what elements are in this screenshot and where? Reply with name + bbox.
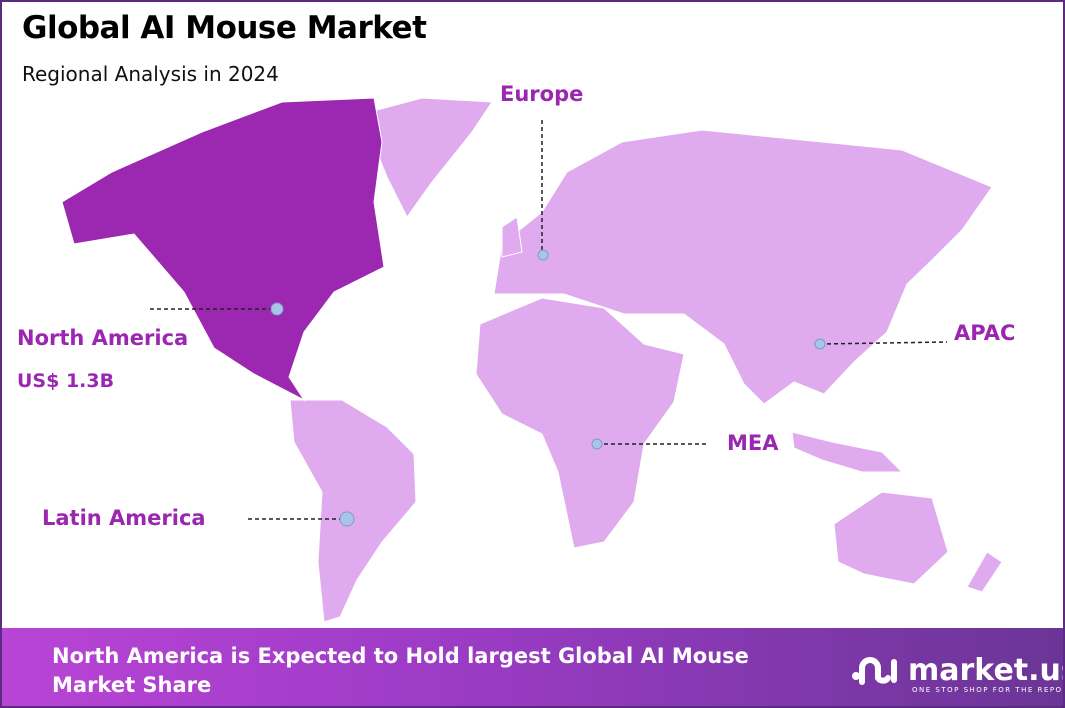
north-america-marker (270, 302, 284, 316)
latin-america-marker (339, 511, 355, 527)
page-title: Global AI Mouse Market (22, 10, 427, 46)
south-america-shape (289, 399, 417, 623)
greenland-shape (361, 97, 493, 218)
latin-america-label: Latin America (42, 506, 206, 530)
north-america-value: US$ 1.3B (17, 370, 115, 392)
footer-banner: North America is Expected to Hold larges… (2, 628, 1065, 706)
logo-wordmark: market.us (908, 653, 1065, 688)
market-us-logo: market.us ONE STOP SHOP FOR THE REPORTS (850, 652, 1065, 694)
logo-icon (852, 657, 897, 685)
apac-marker (814, 338, 826, 350)
new-zealand-shape (966, 551, 1003, 593)
uk-shape (501, 216, 523, 258)
europe-marker (537, 249, 549, 261)
footer-text: North America is Expected to Hold larges… (52, 644, 749, 697)
australia-shape (833, 491, 949, 585)
page-subtitle: Regional Analysis in 2024 (22, 62, 279, 86)
mea-label: MEA (727, 431, 779, 455)
north-america-label: North America (17, 326, 189, 350)
apac-label: APAC (954, 321, 1016, 345)
africa-shape (475, 297, 685, 549)
europe-label: Europe (500, 82, 584, 106)
eurasia-shape (493, 129, 993, 405)
apac-leader (819, 341, 948, 345)
logo-tagline: ONE STOP SHOP FOR THE REPORTS (912, 686, 1065, 694)
north-america-shape (61, 97, 385, 402)
mea-marker (591, 438, 603, 450)
indonesia-shape (791, 431, 904, 473)
